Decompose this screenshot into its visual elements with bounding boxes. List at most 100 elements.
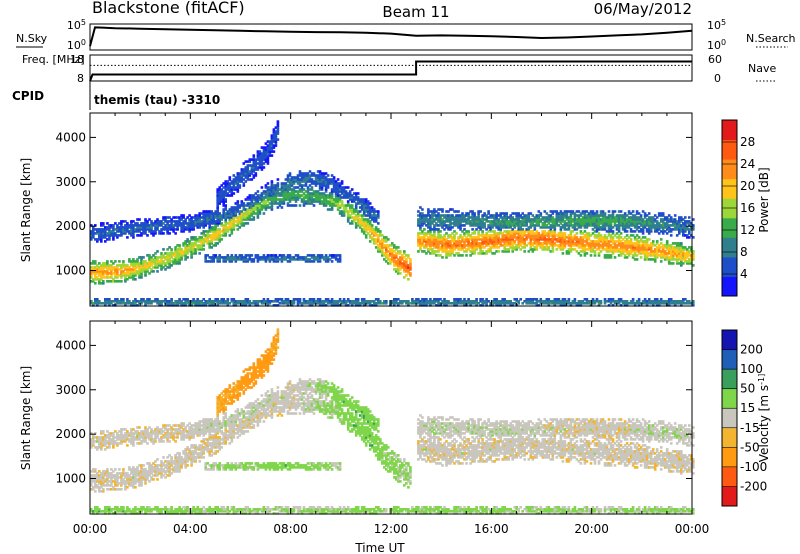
power-cell	[579, 254, 583, 257]
power-cell	[272, 190, 276, 193]
noise-series-group	[89, 26, 693, 51]
power-cell	[451, 216, 454, 219]
power-cell	[437, 230, 440, 233]
frequency-panel-frame	[89, 54, 693, 82]
power-cell	[338, 254, 342, 257]
power-cell	[256, 204, 260, 207]
power-cell	[284, 298, 288, 301]
power-cell	[226, 192, 230, 195]
power-cell	[467, 230, 470, 233]
power-cell	[248, 258, 252, 261]
power-cell	[272, 202, 276, 205]
power-cell	[166, 304, 169, 307]
power-cell	[250, 214, 254, 217]
power-cell	[461, 230, 464, 233]
power-cell	[455, 240, 458, 243]
power-cell	[449, 234, 452, 237]
power-cell	[166, 230, 169, 233]
power-cell	[489, 246, 492, 249]
power-cell	[204, 234, 208, 237]
power-cell	[539, 236, 543, 239]
power-cell	[242, 260, 246, 263]
power-cell	[457, 242, 460, 245]
power-cell	[274, 126, 278, 129]
power-cell	[238, 216, 242, 219]
power-cell	[282, 192, 286, 195]
power-cell	[180, 218, 183, 221]
power-cell	[449, 252, 452, 255]
power-cell	[350, 206, 354, 209]
power-cell	[389, 258, 392, 261]
power-cell	[579, 304, 583, 307]
power-cell	[535, 238, 539, 241]
power-cell	[120, 230, 123, 233]
power-cell	[431, 302, 434, 305]
power-cell	[601, 246, 605, 249]
power-cell	[330, 192, 334, 195]
power-cell	[224, 192, 228, 195]
power-cell	[92, 302, 95, 305]
power-cell	[216, 236, 220, 239]
power-cell	[260, 186, 264, 189]
power-cell	[545, 212, 549, 215]
power-cell	[96, 298, 99, 301]
power-cell	[116, 230, 119, 233]
power-cell	[354, 204, 358, 207]
power-cell	[340, 302, 344, 305]
power-cell	[324, 300, 328, 303]
power-cell	[270, 188, 274, 191]
power-cell	[306, 192, 310, 195]
power-cell	[214, 216, 218, 219]
power-cell	[220, 234, 224, 237]
power-cell	[274, 136, 278, 139]
power-cell	[112, 300, 115, 303]
power-cell	[377, 240, 380, 243]
power-cell	[144, 230, 147, 233]
power-cell	[553, 230, 557, 233]
power-cell	[603, 248, 607, 251]
power-cell	[152, 234, 155, 237]
power-cell	[529, 238, 533, 241]
power-cell	[397, 252, 400, 255]
power-cell	[256, 210, 260, 213]
power-cell	[258, 156, 262, 159]
power-cell	[234, 178, 238, 181]
power-cell	[340, 210, 344, 213]
power-cell	[364, 198, 368, 201]
power-cell	[148, 298, 151, 301]
power-cell	[449, 224, 452, 227]
power-cell	[248, 164, 252, 167]
power-cell	[503, 214, 507, 217]
power-cell	[280, 260, 284, 263]
power-cell	[503, 304, 507, 307]
power-cell	[286, 180, 290, 183]
power-cell	[288, 172, 292, 175]
power-cell	[200, 232, 204, 235]
power-cell	[156, 218, 159, 221]
power-cell	[348, 204, 352, 207]
power-cell	[274, 190, 278, 193]
power-cell	[595, 228, 599, 231]
power-cell	[485, 214, 488, 217]
power-cell	[242, 212, 246, 215]
power-cell	[330, 300, 334, 303]
power-cell	[615, 300, 619, 303]
power-cell	[443, 236, 446, 239]
power-cell	[212, 236, 216, 239]
power-cell	[419, 242, 422, 245]
power-cell	[463, 242, 466, 245]
power-cell	[230, 220, 234, 223]
power-cell	[254, 254, 258, 257]
power-cell	[571, 302, 575, 305]
power-cell	[485, 238, 488, 241]
power-cell	[96, 238, 99, 241]
power-cell	[451, 208, 454, 211]
power-cell	[451, 232, 454, 235]
power-cell	[218, 216, 222, 219]
power-cell	[250, 210, 254, 213]
power-cell	[499, 232, 503, 235]
power-cell	[176, 220, 179, 223]
power-cell	[116, 272, 119, 275]
power-cell	[342, 212, 346, 215]
power-cell	[338, 182, 342, 185]
